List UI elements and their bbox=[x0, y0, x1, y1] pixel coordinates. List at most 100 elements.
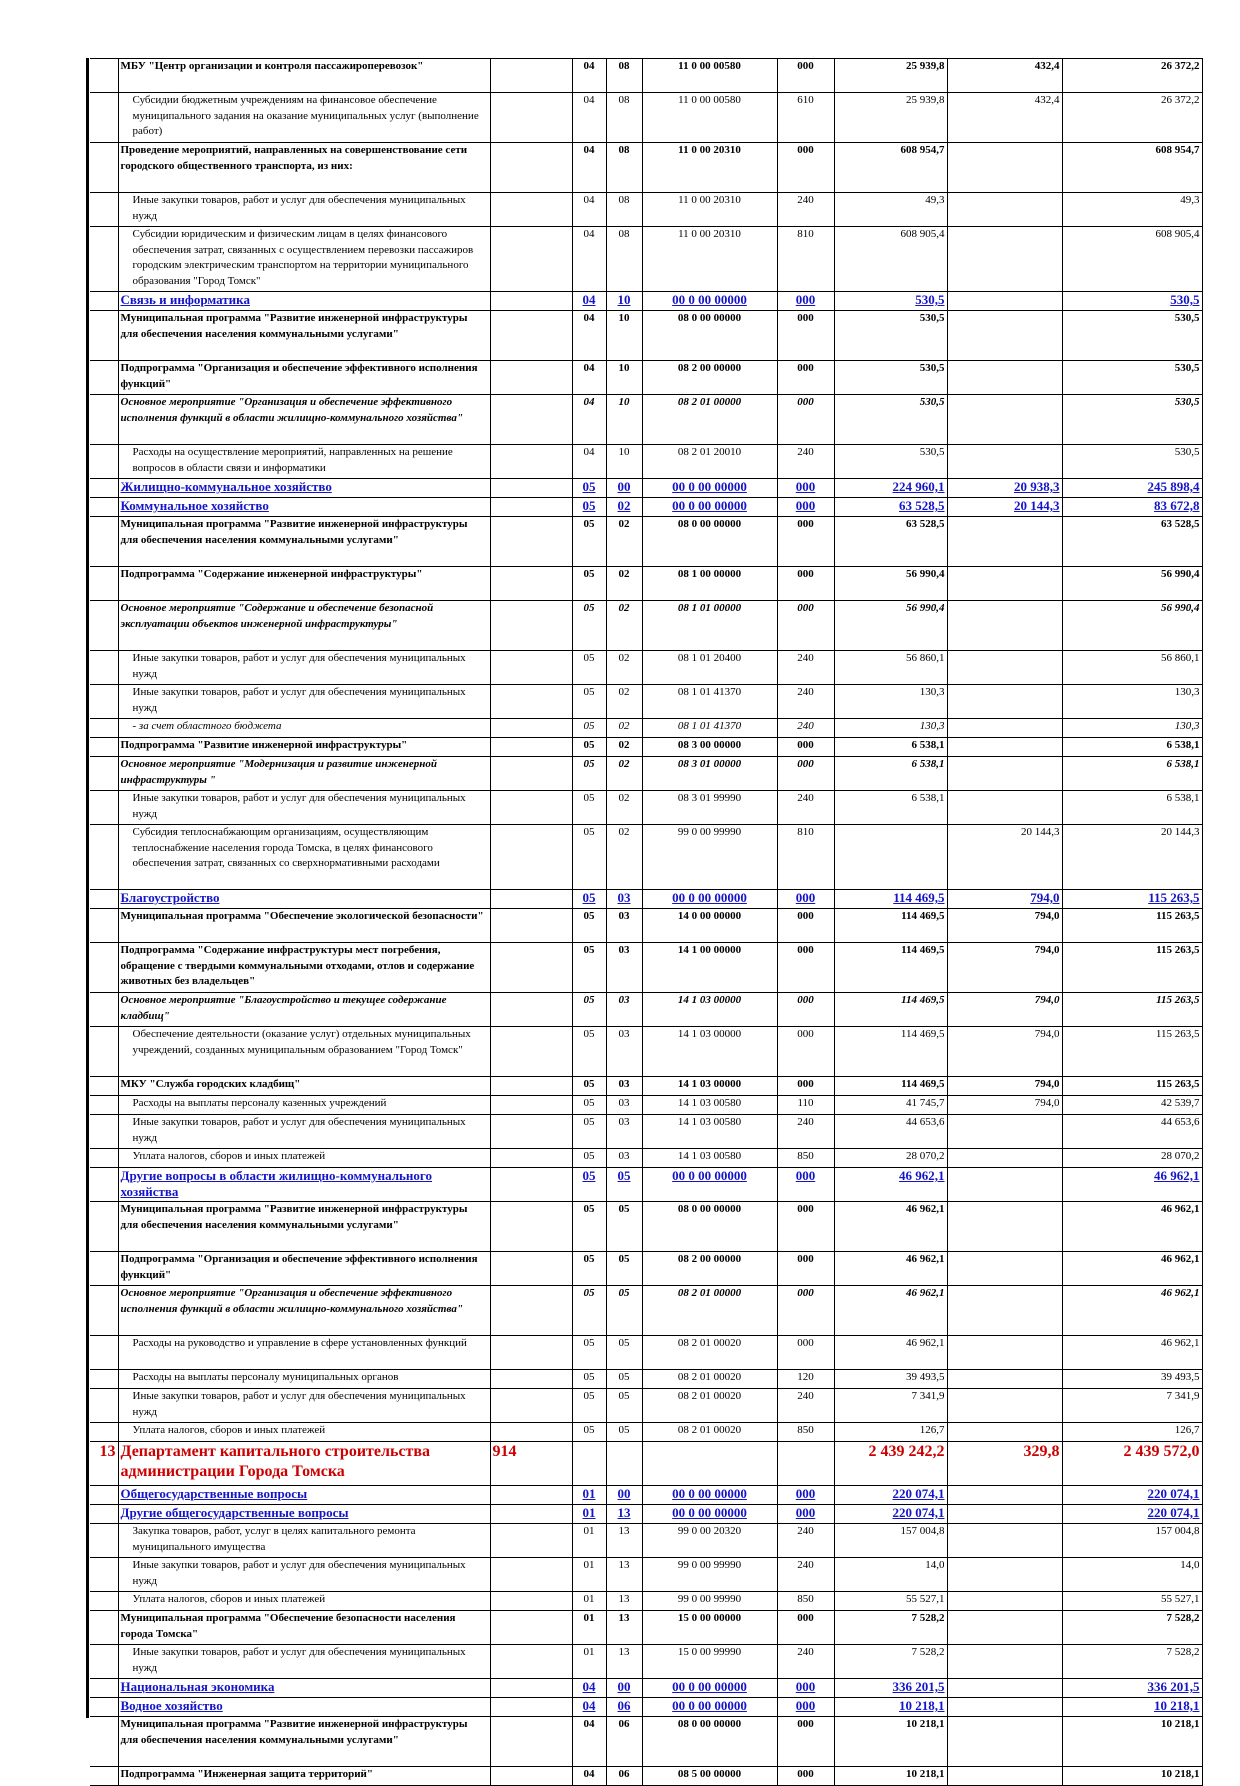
row-number-cell bbox=[90, 1335, 119, 1370]
row-number-cell: 13 bbox=[90, 1441, 119, 1486]
amended-amount-cell: 115 263,5 bbox=[1061, 1076, 1203, 1096]
item-name-cell: Подпрограмма "Содержание инфраструктуры … bbox=[117, 942, 491, 993]
item-name-cell: Общегосударственные вопросы bbox=[117, 1485, 491, 1505]
expense-type-code-cell: 000 bbox=[776, 1285, 835, 1336]
row-number-cell bbox=[90, 566, 119, 601]
target-article-code-cell: 00 0 00 00000 bbox=[641, 291, 778, 311]
section-code-cell: 04 bbox=[571, 92, 607, 143]
grbs-code-cell bbox=[490, 1716, 573, 1767]
target-article-code-cell: 11 0 00 00580 bbox=[641, 92, 778, 143]
change-amount-cell: 794,0 bbox=[946, 992, 1063, 1027]
section-code-cell: 05 bbox=[571, 1148, 607, 1168]
item-name-cell: Подпрограмма "Инженерная защита территор… bbox=[117, 1766, 491, 1786]
expense-type-code-cell: 000 bbox=[776, 1678, 835, 1698]
target-article-code-cell: 11 0 00 20310 bbox=[641, 226, 778, 292]
table-row: Субсидии бюджетным учреждениям на финанс… bbox=[90, 92, 1203, 143]
change-amount-cell bbox=[946, 1716, 1063, 1767]
expense-type-code-cell: 240 bbox=[776, 1557, 835, 1592]
expense-type-code-cell: 000 bbox=[776, 1610, 835, 1645]
subsection-code-cell: 02 bbox=[605, 684, 643, 719]
change-amount-cell: 20 938,3 bbox=[946, 478, 1063, 498]
table-row: Расходы на осуществление мероприятий, на… bbox=[90, 444, 1203, 479]
section-code-cell: 05 bbox=[571, 1251, 607, 1286]
change-amount-cell: 20 144,3 bbox=[946, 824, 1063, 890]
item-name-cell: Водное хозяйство bbox=[117, 1697, 491, 1717]
amended-amount-cell: 42 539,7 bbox=[1061, 1095, 1203, 1115]
row-number-cell bbox=[90, 360, 119, 395]
amended-amount-cell: 126,7 bbox=[1061, 1422, 1203, 1442]
approved-amount-cell: 114 469,5 bbox=[833, 942, 948, 993]
change-amount-cell: 20 144,3 bbox=[946, 497, 1063, 517]
change-amount-cell: 794,0 bbox=[946, 908, 1063, 943]
target-article-code-cell: 00 0 00 00000 bbox=[641, 478, 778, 498]
amended-amount-cell: 44 653,6 bbox=[1061, 1114, 1203, 1149]
approved-amount-cell: 114 469,5 bbox=[833, 992, 948, 1027]
expense-type-code-cell: 000 bbox=[776, 1766, 835, 1786]
subsection-code-cell: 13 bbox=[605, 1644, 643, 1679]
approved-amount-cell: 25 939,8 bbox=[833, 58, 948, 93]
approved-amount-cell: 10 218,1 bbox=[833, 1766, 948, 1786]
row-number-cell bbox=[90, 992, 119, 1027]
grbs-code-cell bbox=[490, 1148, 573, 1168]
section-code-cell: 04 bbox=[571, 360, 607, 395]
item-name-cell: Другие вопросы в области жилищно-коммуна… bbox=[117, 1167, 491, 1202]
approved-amount-cell: 6 538,1 bbox=[833, 790, 948, 825]
row-number-cell bbox=[90, 1485, 119, 1505]
expense-type-code-cell: 000 bbox=[776, 58, 835, 93]
change-amount-cell bbox=[946, 1557, 1063, 1592]
row-number-cell bbox=[90, 142, 119, 193]
expense-type-code-cell: 240 bbox=[776, 444, 835, 479]
row-number-cell bbox=[90, 889, 119, 909]
approved-amount-cell: 14,0 bbox=[833, 1557, 948, 1592]
row-number-cell bbox=[90, 444, 119, 479]
subsection-code-cell: 05 bbox=[605, 1167, 643, 1202]
section-code-cell: 01 bbox=[571, 1610, 607, 1645]
grbs-code-cell bbox=[490, 516, 573, 567]
item-name-cell: Расходы на выплаты персоналу казенных уч… bbox=[117, 1095, 491, 1115]
change-amount-cell: 794,0 bbox=[946, 1026, 1063, 1077]
item-name-cell: Уплата налогов, сборов и иных платежей bbox=[117, 1591, 491, 1611]
expense-type-code-cell: 000 bbox=[776, 142, 835, 193]
target-article-code-cell: 14 1 03 00580 bbox=[641, 1095, 778, 1115]
section-code-cell: 05 bbox=[571, 1201, 607, 1252]
subsection-code-cell: 05 bbox=[605, 1388, 643, 1423]
amended-amount-cell: 130,3 bbox=[1061, 684, 1203, 719]
change-amount-cell bbox=[946, 192, 1063, 227]
approved-amount-cell: 114 469,5 bbox=[833, 908, 948, 943]
section-code-cell: 05 bbox=[571, 478, 607, 498]
target-article-code-cell: 00 0 00 00000 bbox=[641, 1678, 778, 1698]
section-code-cell: 04 bbox=[571, 58, 607, 93]
section-row: Водное хозяйство 04 06 00 0 00 00000 000 10 2… bbox=[90, 1697, 1203, 1717]
amended-amount-cell: 46 962,1 bbox=[1061, 1335, 1203, 1370]
expense-type-code-cell: 000 bbox=[776, 737, 835, 757]
section-code-cell: 05 bbox=[571, 497, 607, 517]
change-amount-cell bbox=[946, 1591, 1063, 1611]
subsection-code-cell: 05 bbox=[605, 1201, 643, 1252]
target-article-code-cell: 14 1 03 00580 bbox=[641, 1114, 778, 1149]
expense-type-code-cell: 000 bbox=[776, 1485, 835, 1505]
amended-amount-cell: 115 263,5 bbox=[1061, 1026, 1203, 1077]
table-row: МКУ "Служба городских кладбищ" 05 03 14 1 0… bbox=[90, 1076, 1203, 1096]
expense-type-code-cell: 000 bbox=[776, 394, 835, 445]
subsection-code-cell: 06 bbox=[605, 1697, 643, 1717]
row-number-cell bbox=[90, 310, 119, 361]
amended-amount-cell: 7 341,9 bbox=[1061, 1388, 1203, 1423]
table-row: Основное мероприятие "Модернизация и раз… bbox=[90, 756, 1203, 791]
item-name-cell: Иные закупки товаров, работ и услуг для … bbox=[117, 1644, 491, 1679]
section-code-cell: 04 bbox=[571, 1766, 607, 1786]
section-code-cell: 01 bbox=[571, 1557, 607, 1592]
table-row: Обеспечение деятельности (оказание услуг… bbox=[90, 1026, 1203, 1077]
section-code-cell: 04 bbox=[571, 444, 607, 479]
amended-amount-cell: 56 860,1 bbox=[1061, 650, 1203, 685]
section-code-cell: 05 bbox=[571, 718, 607, 738]
approved-amount-cell: 130,3 bbox=[833, 718, 948, 738]
target-article-code-cell: 08 1 01 41370 bbox=[641, 684, 778, 719]
expense-type-code-cell: 000 bbox=[776, 992, 835, 1027]
change-amount-cell bbox=[946, 566, 1063, 601]
change-amount-cell bbox=[946, 1167, 1063, 1202]
table-row: Расходы на выплаты персоналу муниципальн… bbox=[90, 1369, 1203, 1389]
section-code-cell: 01 bbox=[571, 1591, 607, 1611]
grbs-code-cell bbox=[490, 684, 573, 719]
item-name-cell: Иные закупки товаров, работ и услуг для … bbox=[117, 192, 491, 227]
target-article-code-cell: 08 0 00 00000 bbox=[641, 516, 778, 567]
